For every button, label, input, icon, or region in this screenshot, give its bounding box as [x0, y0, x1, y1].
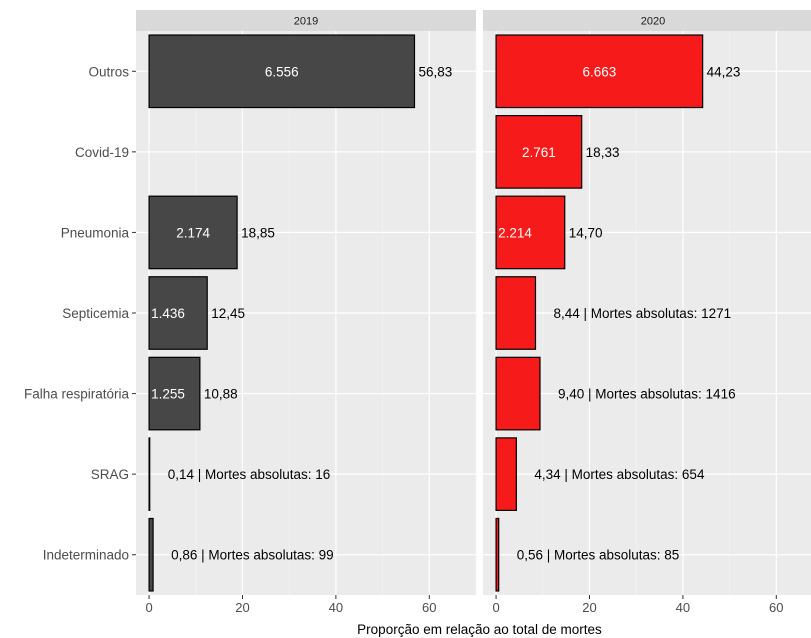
bar-value-label: 10,88 [204, 387, 238, 402]
panel-strip [483, 10, 811, 31]
category-label-outros: Outros [88, 64, 129, 79]
category-label-srag: SRAG [91, 467, 129, 482]
bar-2019-srag [148, 437, 151, 511]
bar-value-label: 9,40 | Mortes absolutas: 1416 [558, 387, 736, 402]
bar-value-label: 4,34 | Mortes absolutas: 654 [534, 467, 705, 482]
bar-value-label: 44,23 [707, 64, 741, 79]
bar-count-label: 2.761 [522, 145, 556, 160]
bar-2019-pneumonia [148, 195, 238, 270]
bar-value-label: 18,33 [586, 145, 620, 160]
bar-2019-septicemia [148, 276, 208, 350]
bar-count-label: 1.255 [151, 387, 185, 402]
x-tick-label: 40 [329, 600, 343, 615]
category-label-falha-respiratoria: Falha respiratória [24, 387, 130, 402]
x-tick-label: 20 [582, 600, 596, 615]
panel-2019: 2019 6.556 56,83 2.174 18,85 1.436 12,45 1.255 1… [136, 10, 477, 615]
bar-count-label: 6.663 [582, 64, 616, 79]
bar-2020-srag [495, 437, 517, 511]
category-label-pneumonia: Pneumonia [61, 225, 130, 240]
x-tick-label: 0 [145, 600, 152, 615]
category-label-indeterminado: Indeterminado [43, 548, 129, 563]
bar-2019-indeterminado [148, 517, 154, 592]
bar-2020-falha-respiratoria [495, 356, 541, 431]
bar-count-label: 2.214 [498, 225, 532, 240]
bar-2020-septicemia [495, 276, 537, 350]
bar-2019-outros [148, 34, 416, 109]
x-tick-label: 60 [422, 600, 436, 615]
bar-count-label: 2.174 [176, 225, 210, 240]
bar-value-label: 56,83 [418, 64, 452, 79]
bar-value-label: 8,44 | Mortes absolutas: 1271 [553, 306, 731, 321]
panels: 2019 6.556 56,83 2.174 18,85 1.436 12,45 1.255 1… [136, 10, 811, 615]
panel-strip [136, 10, 476, 31]
panel-strip-label: 2020 [641, 16, 665, 28]
x-tick-label: 40 [676, 600, 690, 615]
bar-value-label: 14,70 [569, 225, 603, 240]
bar-2020-covid-19 [495, 114, 583, 189]
bar-2019-falha-respiratoria [148, 356, 201, 431]
bar-2020-outros [495, 34, 704, 109]
bar-count-label: 6.556 [265, 64, 299, 79]
bar-value-label: 0,86 | Mortes absolutas: 99 [171, 548, 334, 563]
category-label-covid-19: Covid-19 [75, 145, 129, 160]
bar-value-label: 12,45 [211, 306, 245, 321]
bar-2020-indeterminado [495, 517, 500, 592]
bar-value-label: 0,14 | Mortes absolutas: 16 [168, 467, 331, 482]
bar-value-label: 0,56 | Mortes absolutas: 85 [517, 548, 680, 563]
category-label-septicemia: Septicemia [62, 306, 129, 321]
panel-strip-label: 2019 [294, 16, 318, 28]
panel-2020: 2020 6.663 44,23 2.761 18,33 2.214 14,70 8,44 |… [483, 10, 811, 615]
bar-count-label: 1.436 [151, 306, 185, 321]
bar-2020-pneumonia [495, 195, 566, 270]
x-tick-label: 20 [235, 600, 249, 615]
bar-value-label: 18,85 [241, 225, 275, 240]
x-axis-title: Proporção em relação ao total de mortes [357, 622, 602, 637]
x-tick-label: 0 [492, 600, 499, 615]
category-axis: Outros Covid-19 Pneumonia Septicemia Falha r… [24, 64, 136, 563]
x-tick-label: 60 [769, 600, 783, 615]
